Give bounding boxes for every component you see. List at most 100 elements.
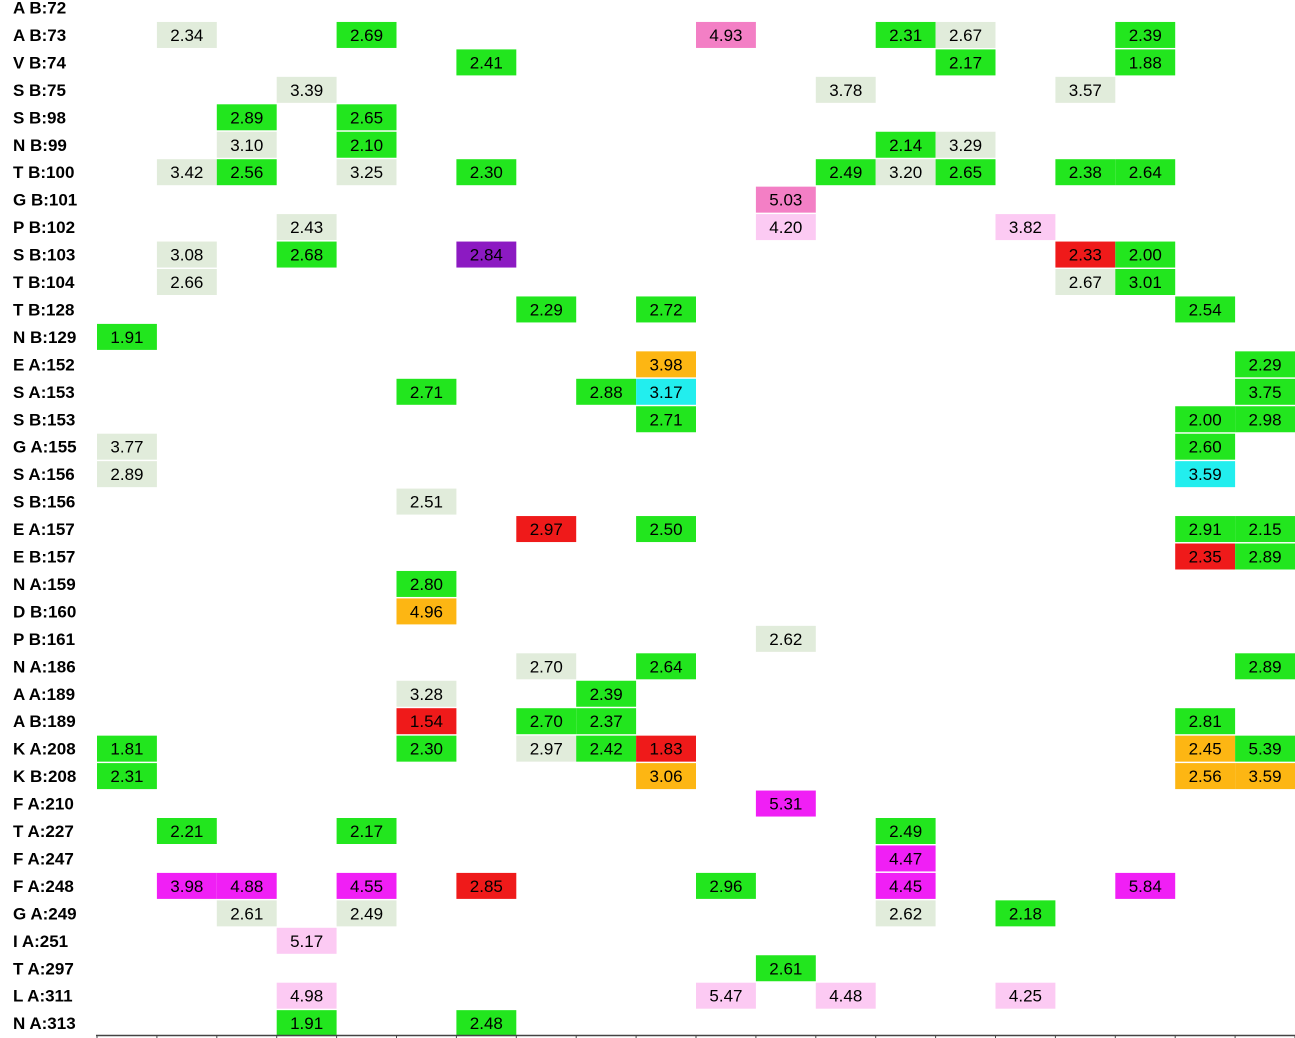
cell-value-label: 4.25 bbox=[1009, 987, 1042, 1006]
heatmap-cell bbox=[1175, 516, 1236, 543]
heatmap-cell bbox=[755, 955, 816, 982]
row-label: S B:153 bbox=[13, 410, 75, 429]
cell-value-label: 3.59 bbox=[1249, 767, 1282, 786]
heatmap-cell bbox=[1235, 763, 1295, 790]
cell-value-label: 2.14 bbox=[889, 136, 922, 155]
cell-value-label: 2.66 bbox=[170, 273, 203, 292]
heatmap-cell bbox=[156, 159, 217, 186]
heatmap-cell bbox=[396, 598, 457, 625]
cell-value-label: 2.61 bbox=[769, 959, 802, 978]
heatmap-cell bbox=[97, 735, 157, 762]
heatmap-cell bbox=[336, 818, 397, 844]
heatmap-cell bbox=[696, 21, 756, 48]
cell-value-label: 2.85 bbox=[470, 877, 503, 896]
heatmap-cell bbox=[636, 735, 696, 762]
cell-value-label: 1.54 bbox=[410, 712, 443, 731]
heatmap-cell bbox=[935, 21, 996, 48]
cell-value-label: 2.67 bbox=[949, 26, 982, 45]
row-label: I A:251 bbox=[13, 932, 68, 951]
cell-value-label: 2.15 bbox=[1249, 520, 1282, 539]
heatmap-cell bbox=[1235, 543, 1295, 570]
heatmap-cell bbox=[216, 900, 277, 927]
row-label: T A:297 bbox=[13, 959, 74, 978]
heatmap-cell bbox=[336, 900, 397, 927]
cell-value-label: 2.49 bbox=[350, 904, 383, 923]
heatmap-cell bbox=[1235, 735, 1295, 762]
cell-value-label: 4.98 bbox=[290, 987, 323, 1006]
cell-value-label: 2.97 bbox=[530, 740, 563, 759]
heatmap-cell bbox=[276, 1010, 337, 1037]
cell-value-label: 5.03 bbox=[769, 191, 802, 210]
cell-value-label: 3.59 bbox=[1189, 465, 1222, 484]
cell-value-label: 5.39 bbox=[1249, 740, 1282, 759]
heatmap-cell bbox=[216, 131, 277, 158]
heatmap-cell bbox=[696, 872, 756, 899]
heatmap-cell bbox=[276, 982, 337, 1009]
cell-value-label: 2.54 bbox=[1189, 300, 1222, 319]
row-label: D B:160 bbox=[13, 602, 76, 621]
heatmap-cell bbox=[1055, 241, 1116, 268]
heatmap-cells: 2.34 2.69 4.93 2.31 2.67 2.39 2.41 2.17 1.88 3.39… bbox=[97, 21, 1295, 1037]
cell-value-label: 2.98 bbox=[1249, 410, 1282, 429]
cell-value-label: 2.65 bbox=[949, 163, 982, 182]
heatmap-cell bbox=[935, 131, 996, 158]
heatmap-cell bbox=[396, 570, 457, 597]
heatmap-cell bbox=[456, 872, 517, 899]
cell-value-label: 2.41 bbox=[470, 53, 503, 72]
cell-value-label: 2.97 bbox=[530, 520, 563, 539]
cell-value-label: 2.70 bbox=[530, 657, 563, 676]
row-label: G A:249 bbox=[13, 904, 77, 923]
row-label: P B:161 bbox=[13, 630, 75, 649]
cell-value-label: 4.96 bbox=[410, 602, 443, 621]
row-label: A A:189 bbox=[13, 685, 75, 704]
cell-value-label: 2.96 bbox=[709, 877, 742, 896]
heatmap-cell bbox=[456, 49, 517, 76]
heatmap-cell bbox=[935, 49, 996, 76]
heatmap-cell bbox=[396, 488, 457, 515]
heatmap-cell bbox=[216, 104, 277, 131]
cell-value-label: 2.42 bbox=[590, 740, 623, 759]
cell-value-label: 2.37 bbox=[590, 712, 623, 731]
heatmap-cell bbox=[1175, 763, 1236, 790]
row-label: P B:102 bbox=[13, 218, 75, 237]
heatmap-cell bbox=[875, 159, 936, 186]
heatmap-cell bbox=[97, 763, 157, 790]
cell-value-label: 2.60 bbox=[1189, 438, 1222, 457]
heatmap-cell bbox=[815, 159, 876, 186]
row-label: S A:153 bbox=[13, 383, 75, 402]
row-label: E A:157 bbox=[13, 520, 75, 539]
heatmap-cell bbox=[516, 296, 577, 323]
cell-value-label: 1.88 bbox=[1129, 53, 1162, 72]
cell-value-label: 4.48 bbox=[829, 987, 862, 1006]
heatmap-cell bbox=[1115, 872, 1176, 899]
cell-value-label: 3.78 bbox=[829, 81, 862, 100]
heatmap-cell bbox=[1235, 378, 1295, 405]
cell-value-label: 5.84 bbox=[1129, 877, 1162, 896]
cell-value-label: 1.91 bbox=[110, 328, 143, 347]
row-label: N B:129 bbox=[13, 328, 76, 347]
row-label: G B:101 bbox=[13, 191, 77, 210]
cell-value-label: 2.34 bbox=[170, 26, 203, 45]
heatmap-cell bbox=[156, 21, 217, 48]
cell-value-label: 2.38 bbox=[1069, 163, 1102, 182]
cell-value-label: 3.42 bbox=[170, 163, 203, 182]
cell-value-label: 3.29 bbox=[949, 136, 982, 155]
heatmap-cell bbox=[576, 680, 637, 707]
heatmap-cell bbox=[1115, 269, 1176, 295]
heatmap-cell bbox=[156, 818, 217, 844]
row-label: S B:156 bbox=[13, 493, 75, 512]
cell-value-label: 5.47 bbox=[709, 987, 742, 1006]
row-labels: A B:72 A B:73 V B:74 S B:75 S B:98 N B:99 T B:… bbox=[13, 0, 77, 1033]
cell-value-label: 3.25 bbox=[350, 163, 383, 182]
cell-value-label: 3.57 bbox=[1069, 81, 1102, 100]
cell-value-label: 2.50 bbox=[650, 520, 683, 539]
cell-value-label: 2.51 bbox=[410, 493, 443, 512]
row-label: A B:73 bbox=[13, 26, 66, 45]
cell-value-label: 2.64 bbox=[650, 657, 683, 676]
row-label: E B:157 bbox=[13, 548, 75, 567]
heatmap-cell bbox=[276, 76, 337, 103]
heatmap-cell bbox=[755, 790, 816, 817]
heatmap-cell bbox=[995, 900, 1056, 927]
cell-value-label: 2.31 bbox=[889, 26, 922, 45]
heatmap-cell bbox=[156, 241, 217, 268]
